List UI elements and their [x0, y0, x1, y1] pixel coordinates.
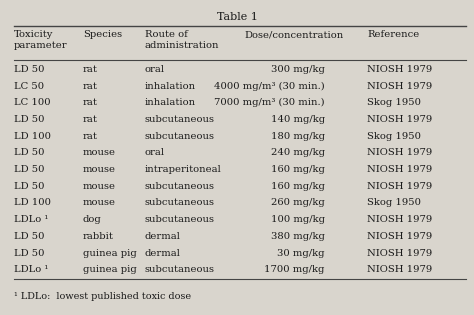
Text: LD 50: LD 50: [14, 65, 45, 74]
Text: Dose/concentration: Dose/concentration: [244, 30, 343, 39]
Text: rat: rat: [83, 132, 98, 141]
Text: 180 mg/kg: 180 mg/kg: [271, 132, 325, 141]
Text: NIOSH 1979: NIOSH 1979: [367, 232, 433, 241]
Text: 30 mg/kg: 30 mg/kg: [277, 249, 325, 258]
Text: 300 mg/kg: 300 mg/kg: [271, 65, 325, 74]
Text: subcutaneous: subcutaneous: [145, 115, 215, 124]
Text: mouse: mouse: [83, 198, 116, 208]
Text: 140 mg/kg: 140 mg/kg: [271, 115, 325, 124]
Text: LD 100: LD 100: [14, 198, 51, 208]
Text: NIOSH 1979: NIOSH 1979: [367, 115, 433, 124]
Text: LD 50: LD 50: [14, 232, 45, 241]
Text: rat: rat: [83, 65, 98, 74]
Text: rat: rat: [83, 98, 98, 107]
Text: subcutaneous: subcutaneous: [145, 265, 215, 274]
Text: ¹ LDLo:  lowest published toxic dose: ¹ LDLo: lowest published toxic dose: [14, 292, 191, 301]
Text: LD 100: LD 100: [14, 132, 51, 141]
Text: LDLo ¹: LDLo ¹: [14, 265, 49, 274]
Text: 4000 mg/m³ (30 min.): 4000 mg/m³ (30 min.): [214, 82, 325, 91]
Text: subcutaneous: subcutaneous: [145, 215, 215, 224]
Text: oral: oral: [145, 148, 164, 158]
Text: NIOSH 1979: NIOSH 1979: [367, 249, 433, 258]
Text: 1700 mg/kg: 1700 mg/kg: [264, 265, 325, 274]
Text: NIOSH 1979: NIOSH 1979: [367, 265, 433, 274]
Text: LD 50: LD 50: [14, 148, 45, 158]
Text: 260 mg/kg: 260 mg/kg: [271, 198, 325, 208]
Text: inhalation: inhalation: [145, 98, 196, 107]
Text: Table 1: Table 1: [217, 12, 257, 22]
Text: NIOSH 1979: NIOSH 1979: [367, 182, 433, 191]
Text: LD 50: LD 50: [14, 182, 45, 191]
Text: intraperitoneal: intraperitoneal: [145, 165, 221, 174]
Text: mouse: mouse: [83, 165, 116, 174]
Text: LDLo ¹: LDLo ¹: [14, 215, 49, 224]
Text: 240 mg/kg: 240 mg/kg: [271, 148, 325, 158]
Text: inhalation: inhalation: [145, 82, 196, 90]
Text: rabbit: rabbit: [83, 232, 114, 241]
Text: mouse: mouse: [83, 182, 116, 191]
Text: Skog 1950: Skog 1950: [367, 198, 421, 208]
Text: Route of
administration: Route of administration: [145, 30, 219, 50]
Text: Reference: Reference: [367, 30, 419, 39]
Text: 380 mg/kg: 380 mg/kg: [271, 232, 325, 241]
Text: subcutaneous: subcutaneous: [145, 198, 215, 208]
Text: NIOSH 1979: NIOSH 1979: [367, 65, 433, 74]
Text: LC 50: LC 50: [14, 82, 45, 90]
Text: LD 50: LD 50: [14, 165, 45, 174]
Text: oral: oral: [145, 65, 164, 74]
Text: rat: rat: [83, 82, 98, 90]
Text: 160 mg/kg: 160 mg/kg: [271, 165, 325, 174]
Text: 7000 mg/m³ (30 min.): 7000 mg/m³ (30 min.): [214, 98, 325, 107]
Text: dermal: dermal: [145, 232, 181, 241]
Text: guinea pig: guinea pig: [83, 249, 137, 258]
Text: Skog 1950: Skog 1950: [367, 132, 421, 141]
Text: LC 100: LC 100: [14, 98, 51, 107]
Text: dog: dog: [83, 215, 102, 224]
Text: dermal: dermal: [145, 249, 181, 258]
Text: 100 mg/kg: 100 mg/kg: [271, 215, 325, 224]
Text: mouse: mouse: [83, 148, 116, 158]
Text: NIOSH 1979: NIOSH 1979: [367, 165, 433, 174]
Text: guinea pig: guinea pig: [83, 265, 137, 274]
Text: 160 mg/kg: 160 mg/kg: [271, 182, 325, 191]
Text: rat: rat: [83, 115, 98, 124]
Text: Skog 1950: Skog 1950: [367, 98, 421, 107]
Text: Species: Species: [83, 30, 122, 39]
Text: subcutaneous: subcutaneous: [145, 132, 215, 141]
Text: LD 50: LD 50: [14, 115, 45, 124]
Text: LD 50: LD 50: [14, 249, 45, 258]
Text: subcutaneous: subcutaneous: [145, 182, 215, 191]
Text: NIOSH 1979: NIOSH 1979: [367, 215, 433, 224]
Text: NIOSH 1979: NIOSH 1979: [367, 148, 433, 158]
Text: Toxicity
parameter: Toxicity parameter: [14, 30, 68, 50]
Text: NIOSH 1979: NIOSH 1979: [367, 82, 433, 90]
